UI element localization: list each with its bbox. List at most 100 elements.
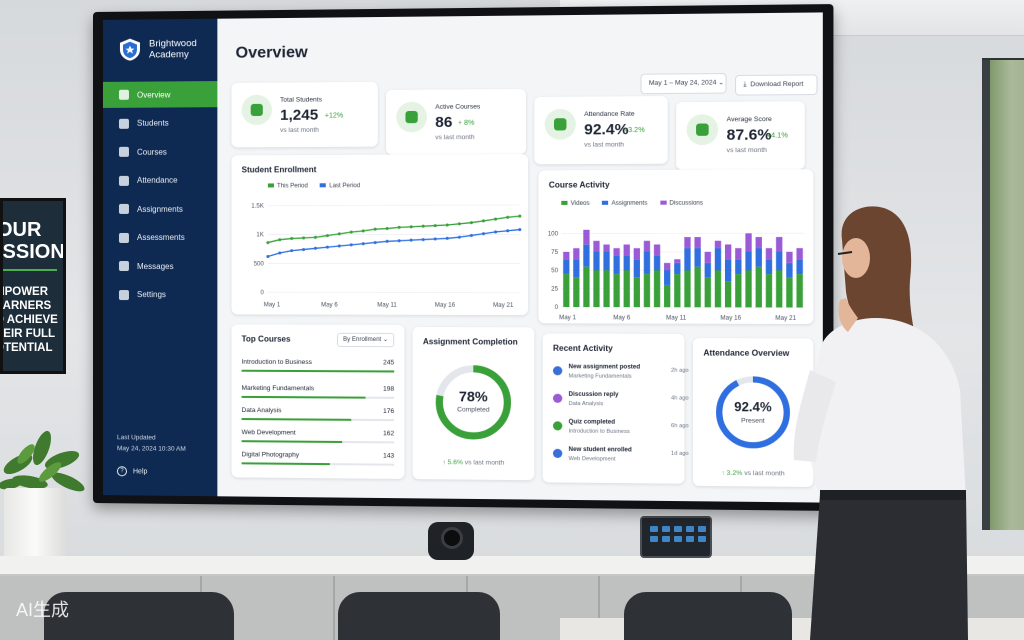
data-point[interactable] [374, 228, 377, 231]
list-item[interactable]: Introduction to Business 245 [242, 359, 395, 373]
data-point[interactable] [374, 241, 377, 244]
activity-item[interactable]: New assignment posted Marketing Fundament… [553, 364, 689, 389]
bar-discussions[interactable] [756, 237, 762, 248]
data-point[interactable] [338, 232, 341, 235]
sidebar-item-overview[interactable]: Overview [103, 81, 217, 108]
activity-item[interactable]: Discussion reply Data Analysis 4h ago [553, 392, 689, 417]
bar-assignments[interactable] [735, 259, 741, 274]
list-item[interactable]: Digital Photography 143 [242, 451, 395, 465]
sidebar-item-assignments[interactable]: Assignments [103, 196, 217, 222]
bar-discussions[interactable] [745, 233, 751, 252]
bar-videos[interactable] [573, 278, 579, 307]
bar-discussions[interactable] [654, 244, 660, 255]
date-range-picker[interactable]: May 1 – May 24, 2024 ⌄ [640, 73, 726, 94]
data-point[interactable] [290, 237, 293, 240]
bar-videos[interactable] [684, 270, 690, 307]
bar-assignments[interactable] [614, 256, 620, 274]
data-point[interactable] [326, 234, 329, 237]
data-point[interactable] [434, 237, 437, 240]
sidebar-item-students[interactable]: Students [103, 110, 217, 137]
sidebar-item-settings[interactable]: Settings [103, 282, 217, 308]
bar-assignments[interactable] [634, 259, 640, 277]
bar-discussions[interactable] [684, 237, 690, 248]
bar-assignments[interactable] [573, 259, 579, 277]
data-point[interactable] [482, 232, 485, 235]
bar-videos[interactable] [745, 270, 751, 307]
bar-discussions[interactable] [563, 252, 569, 259]
data-point[interactable] [410, 239, 413, 242]
brand-logo[interactable]: Brightwood Academy [119, 37, 197, 62]
list-item[interactable]: Data Analysis 176 [242, 407, 395, 421]
sort-select[interactable]: By Enrollment ⌄ [337, 333, 394, 347]
bar-videos[interactable] [654, 270, 660, 307]
bar-videos[interactable] [705, 278, 711, 308]
data-point[interactable] [386, 227, 389, 230]
bar-discussions[interactable] [674, 259, 680, 263]
data-point[interactable] [314, 236, 317, 239]
bar-assignments[interactable] [725, 259, 731, 281]
bar-assignments[interactable] [593, 252, 599, 270]
bar-assignments[interactable] [624, 256, 630, 271]
data-point[interactable] [278, 238, 281, 241]
bar-videos[interactable] [664, 285, 670, 307]
bar-assignments[interactable] [756, 248, 762, 267]
sidebar-item-attendance[interactable]: Attendance [103, 167, 217, 193]
bar-discussions[interactable] [624, 245, 630, 256]
bar-discussions[interactable] [715, 241, 721, 248]
bar-discussions[interactable] [573, 248, 579, 259]
sidebar-item-courses[interactable]: Courses [103, 138, 217, 165]
data-point[interactable] [266, 241, 269, 244]
data-point[interactable] [458, 236, 461, 239]
bar-discussions[interactable] [705, 252, 711, 263]
bar-discussions[interactable] [644, 241, 650, 252]
bar-assignments[interactable] [583, 245, 589, 267]
bar-assignments[interactable] [674, 263, 680, 274]
bar-videos[interactable] [603, 270, 609, 307]
bar-discussions[interactable] [634, 248, 640, 259]
data-point[interactable] [434, 224, 437, 227]
data-point[interactable] [350, 243, 353, 246]
bar-videos[interactable] [756, 267, 762, 308]
data-point[interactable] [302, 236, 305, 239]
sidebar-item-assessments[interactable]: Assessments [103, 224, 217, 250]
bar-videos[interactable] [674, 274, 680, 307]
bar-discussions[interactable] [735, 248, 741, 259]
kpi-card-average-score[interactable]: Average Score 87.6% +4.1% vs last month [676, 101, 805, 170]
bar-videos[interactable] [624, 270, 630, 307]
data-point[interactable] [458, 222, 461, 225]
activity-item[interactable]: Quiz completed Introduction to Business 6h… [553, 419, 689, 445]
data-point[interactable] [470, 234, 473, 237]
bar-videos[interactable] [644, 274, 650, 307]
sidebar-item-messages[interactable]: Messages [103, 253, 217, 279]
list-item[interactable]: Web Development 162 [242, 429, 395, 443]
data-point[interactable] [494, 218, 497, 221]
bar-assignments[interactable] [644, 252, 650, 274]
data-point[interactable] [266, 255, 269, 258]
bar-assignments[interactable] [684, 248, 690, 270]
data-point[interactable] [446, 223, 449, 226]
bar-assignments[interactable] [715, 248, 721, 270]
kpi-card-total-students[interactable]: Total Students 1,245 +12% vs last month [231, 82, 377, 147]
data-point[interactable] [482, 219, 485, 222]
data-point[interactable] [326, 246, 329, 249]
data-point[interactable] [350, 231, 353, 234]
bar-videos[interactable] [563, 274, 569, 307]
data-point[interactable] [494, 230, 497, 233]
bar-discussions[interactable] [725, 244, 731, 259]
bar-discussions[interactable] [664, 263, 670, 270]
bar-assignments[interactable] [654, 256, 660, 271]
bar-discussions[interactable] [614, 248, 620, 255]
data-point[interactable] [518, 228, 521, 231]
data-point[interactable] [506, 216, 509, 219]
bar-discussions[interactable] [583, 230, 589, 245]
bar-videos[interactable] [614, 274, 620, 307]
bar-videos[interactable] [593, 270, 599, 307]
bar-assignments[interactable] [766, 259, 772, 274]
bar-videos[interactable] [715, 270, 721, 307]
data-point[interactable] [410, 225, 413, 228]
bar-discussions[interactable] [766, 248, 772, 259]
activity-item[interactable]: New student enrolled Web Development 1d ag… [553, 447, 689, 473]
kpi-card-active-courses[interactable]: Active Courses 86 + 8% vs last month [386, 89, 526, 155]
data-point[interactable] [518, 215, 521, 218]
data-point[interactable] [314, 247, 317, 250]
